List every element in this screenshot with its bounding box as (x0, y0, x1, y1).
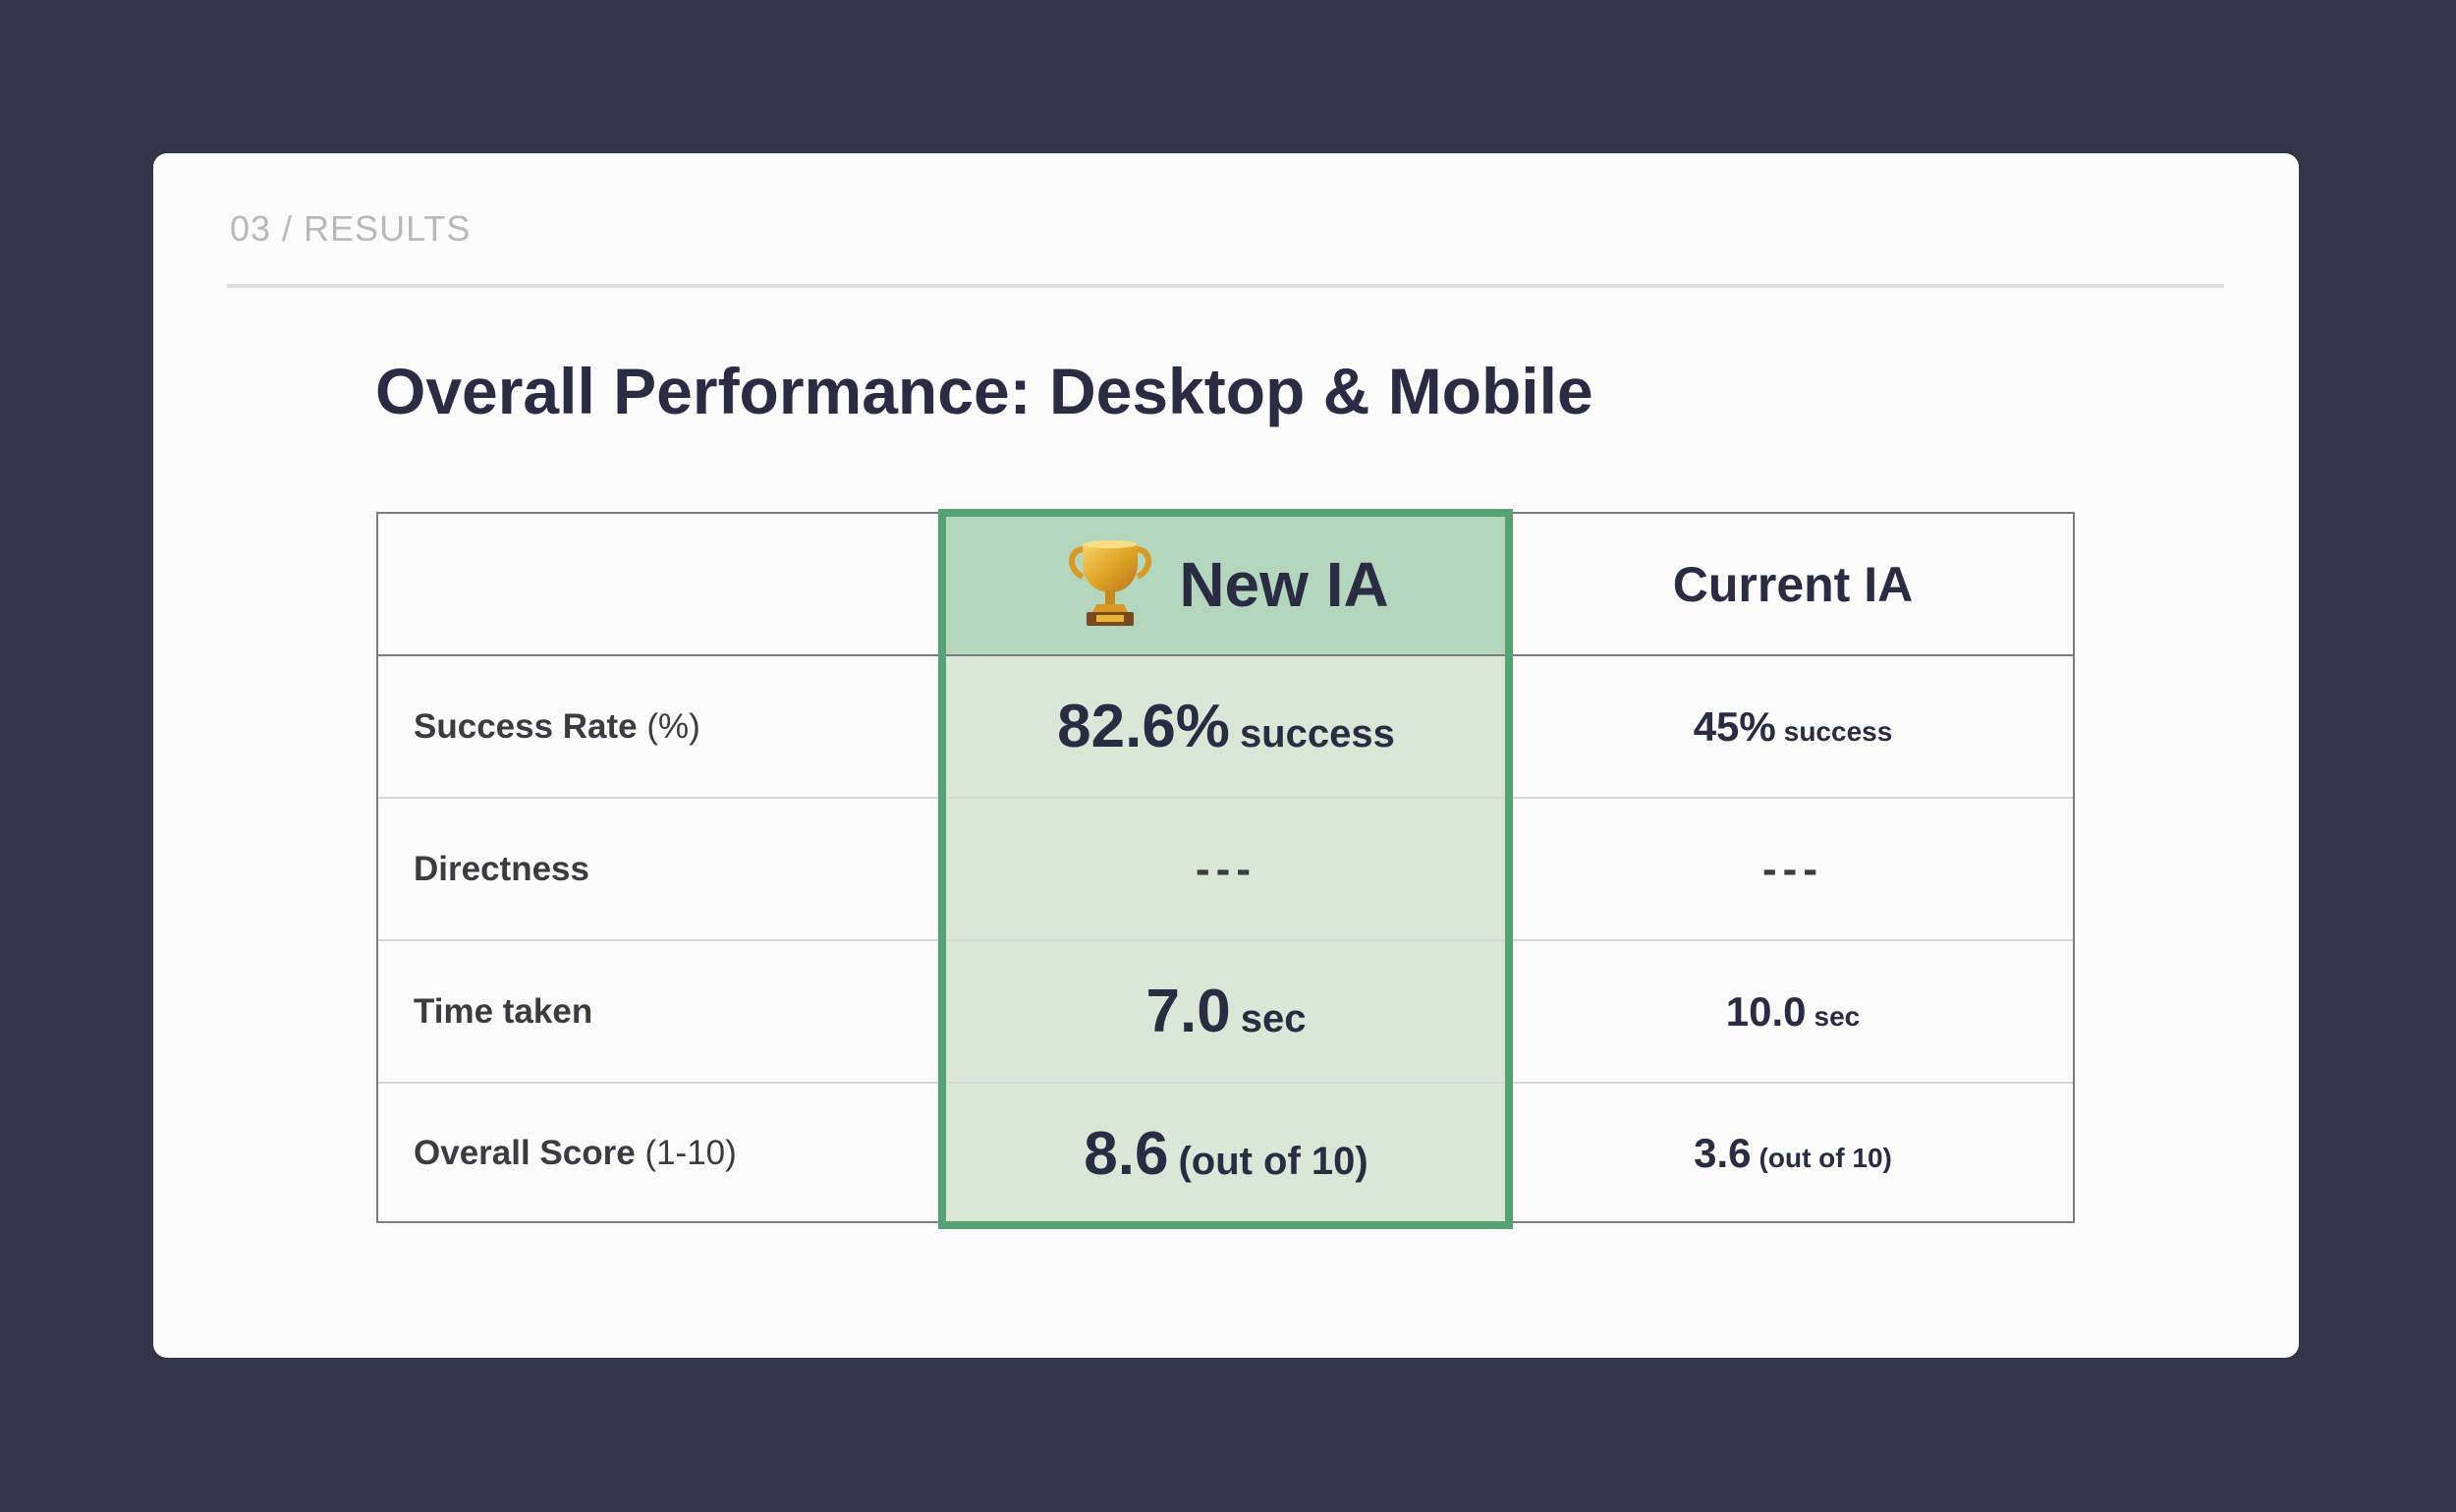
row-label-text: Directness (414, 849, 589, 888)
current-ia-value: 10.0 (1725, 987, 1807, 1035)
table-row: Success Rate (%) 82.6% success 45% succe… (378, 656, 2073, 799)
new-ia-header-background (941, 514, 1511, 656)
current-ia-unit: success (1783, 715, 1893, 747)
header-current-ia: Current IA (1511, 514, 2075, 654)
table-row: Overall Score (1-10) 8.6 (out of 10) 3.6… (378, 1084, 2073, 1223)
new-ia-value: 7.0 (1145, 978, 1231, 1045)
new-ia-unit: sec (1240, 997, 1307, 1040)
current-ia-label: Current IA (1672, 556, 1914, 612)
header-divider (227, 284, 2224, 288)
row-label-text: Success Rate (414, 706, 638, 746)
new-ia-label: New IA (1179, 548, 1389, 620)
current-ia-value-cell: 45% success (1511, 656, 2075, 797)
current-ia-unit: (out of 10) (1758, 1143, 1892, 1173)
new-ia-value: --- (1196, 844, 1256, 893)
new-ia-unit: success (1239, 712, 1395, 756)
new-ia-value: 8.6 (1084, 1119, 1169, 1188)
row-label-text: Time taken (414, 991, 593, 1031)
row-label-paren: (%) (646, 706, 700, 746)
current-ia-value-cell: 3.6 (out of 10) (1511, 1084, 2075, 1223)
current-ia-value: --- (1762, 844, 1823, 893)
table-header-row: New IA Current IA (378, 514, 2073, 656)
current-ia-value-cell: 10.0 sec (1511, 941, 2075, 1082)
current-ia-value: 3.6 (1694, 1130, 1752, 1176)
table-row: Time taken 7.0 sec 10.0 sec (378, 941, 2073, 1084)
current-ia-unit: sec (1814, 1000, 1861, 1032)
row-label-paren: (1-10) (644, 1134, 737, 1172)
row-label: Overall Score (1-10) (378, 1084, 941, 1223)
trophy-icon (1063, 535, 1157, 634)
page-title: Overall Performance: Desktop & Mobile (375, 355, 1593, 427)
new-ia-unit: (out of 10) (1178, 1139, 1368, 1183)
current-ia-value: 45% (1693, 702, 1776, 750)
header-empty-cell (378, 514, 941, 654)
new-ia-value-cell: --- (941, 799, 1511, 939)
row-label: Success Rate (%) (378, 656, 941, 797)
new-ia-value-cell: 7.0 sec (941, 941, 1511, 1082)
section-label: 03 / RESULTS (230, 208, 472, 249)
new-ia-value: 82.6% (1057, 693, 1230, 760)
row-label: Time taken (378, 941, 941, 1082)
table-row: Directness --- --- (378, 799, 2073, 941)
header-new-ia: New IA (941, 514, 1511, 654)
comparison-table: New IA Current IA Success Rate (%) 82.6%… (376, 512, 2075, 1223)
row-label: Directness (378, 799, 941, 939)
new-ia-highlight-frame (938, 509, 1513, 1229)
row-label-text: Overall Score (414, 1134, 636, 1172)
new-ia-value-cell: 8.6 (out of 10) (941, 1084, 1511, 1223)
current-ia-value-cell: --- (1511, 799, 2075, 939)
new-ia-value-cell: 82.6% success (941, 656, 1511, 797)
